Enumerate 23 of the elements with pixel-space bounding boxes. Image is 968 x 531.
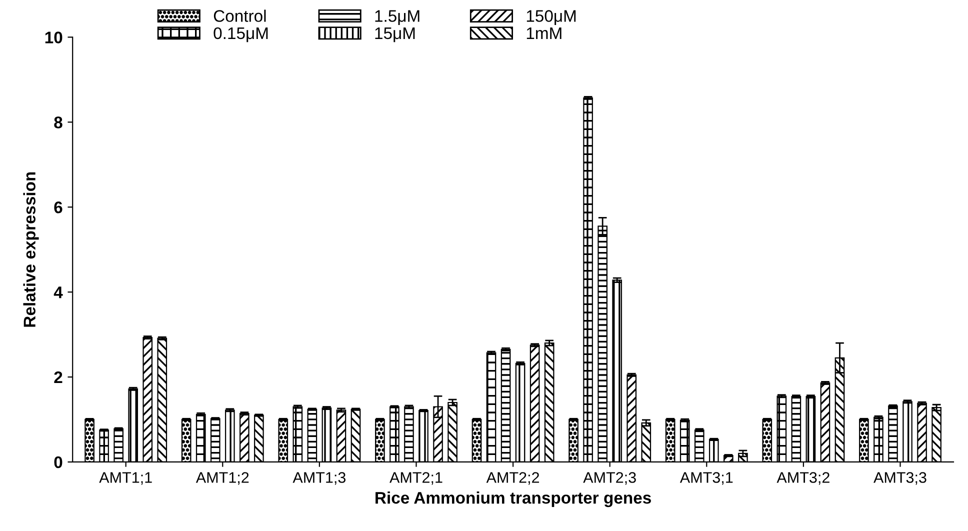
- legend-label: 1.5μM: [375, 10, 420, 25]
- legend-label: Control: [214, 10, 266, 22]
- y-tick-label: 2: [54, 371, 62, 384]
- x-axis-title: Rice Ammonium transporter genes: [376, 491, 651, 508]
- legend-label: 150μM: [526, 10, 576, 25]
- y-tick-label: 4: [54, 286, 63, 298]
- x-tick-label: AMT1;3: [292, 472, 346, 485]
- x-tick-label: AMT2;3: [583, 472, 636, 485]
- x-tick-label: AMT3;3: [874, 472, 926, 485]
- legend-label: 0.15μM: [214, 27, 268, 42]
- x-tick-label: AMT2;1: [390, 472, 442, 485]
- y-tick-label: 6: [54, 201, 62, 214]
- x-tick-label: AMT1;1: [99, 472, 152, 485]
- y-tick-label: 8: [54, 116, 62, 128]
- x-tick-label: AMT3;1: [680, 472, 733, 485]
- legend-label: 15μM: [375, 28, 415, 42]
- y-axis-title: Relative expression: [23, 172, 39, 327]
- y-tick-label: 10: [45, 32, 62, 44]
- x-tick-label: AMT2;2: [486, 472, 540, 485]
- legend-label: 1mM: [526, 28, 562, 39]
- y-tick-label: 0: [54, 456, 62, 468]
- x-tick-label: AMT3;2: [776, 472, 830, 485]
- x-tick-label: AMT1;2: [196, 472, 249, 485]
